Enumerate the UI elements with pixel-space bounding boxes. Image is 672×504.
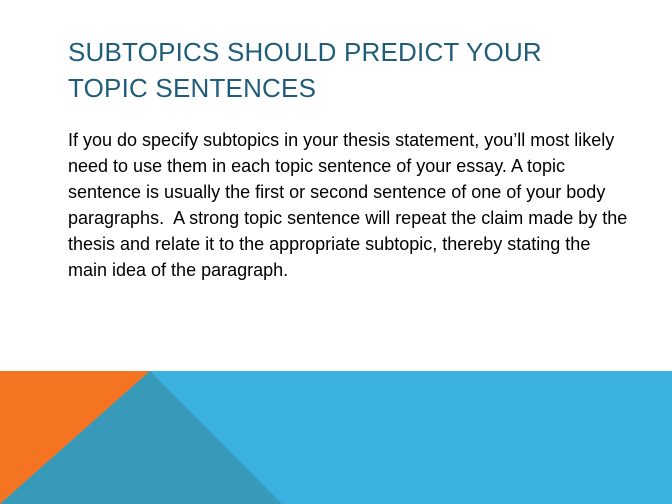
shadow-triangle bbox=[0, 371, 282, 504]
slide-title: Subtopics should predict your topic sent… bbox=[68, 37, 542, 103]
decorative-footer-band bbox=[0, 371, 672, 504]
footer-graphic bbox=[0, 371, 672, 504]
slide-body-text: If you do specify subtopics in your thes… bbox=[68, 130, 633, 280]
